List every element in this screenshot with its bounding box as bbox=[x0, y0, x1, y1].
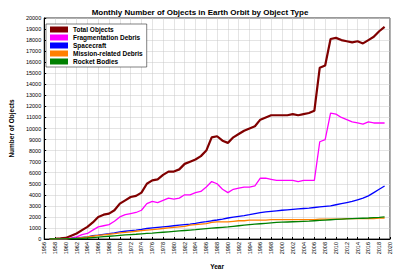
svg-text:1994: 1994 bbox=[247, 242, 253, 254]
svg-text:Mission-related Debris: Mission-related Debris bbox=[73, 50, 143, 57]
svg-text:2008: 2008 bbox=[322, 242, 328, 254]
svg-text:14000: 14000 bbox=[26, 81, 41, 87]
svg-text:1958: 1958 bbox=[52, 242, 58, 254]
svg-text:Rocket Bodies: Rocket Bodies bbox=[73, 58, 119, 65]
svg-text:1970: 1970 bbox=[117, 242, 123, 254]
svg-text:1978: 1978 bbox=[160, 242, 166, 254]
svg-text:2006: 2006 bbox=[311, 242, 317, 254]
svg-text:5000: 5000 bbox=[29, 181, 41, 187]
svg-text:1974: 1974 bbox=[138, 242, 144, 254]
svg-text:18000: 18000 bbox=[26, 37, 41, 43]
svg-text:1990: 1990 bbox=[225, 242, 231, 254]
svg-text:2004: 2004 bbox=[301, 242, 307, 254]
svg-text:2012: 2012 bbox=[344, 242, 350, 254]
svg-text:Total Objects: Total Objects bbox=[73, 26, 114, 34]
svg-text:2000: 2000 bbox=[29, 214, 41, 220]
svg-text:12000: 12000 bbox=[26, 103, 41, 109]
svg-text:20000: 20000 bbox=[26, 15, 41, 21]
svg-text:1966: 1966 bbox=[95, 242, 101, 254]
svg-text:1964: 1964 bbox=[84, 242, 90, 254]
svg-text:1982: 1982 bbox=[182, 242, 188, 254]
svg-text:1988: 1988 bbox=[214, 242, 220, 254]
svg-text:15000: 15000 bbox=[26, 70, 41, 76]
svg-text:1996: 1996 bbox=[257, 242, 263, 254]
svg-text:1984: 1984 bbox=[192, 242, 198, 254]
svg-text:1968: 1968 bbox=[106, 242, 112, 254]
svg-text:11000: 11000 bbox=[26, 114, 41, 120]
svg-text:17000: 17000 bbox=[26, 48, 41, 54]
svg-text:1976: 1976 bbox=[149, 242, 155, 254]
svg-text:19000: 19000 bbox=[26, 26, 41, 32]
svg-text:1986: 1986 bbox=[203, 242, 209, 254]
svg-text:1956: 1956 bbox=[41, 242, 47, 254]
svg-text:Year: Year bbox=[210, 263, 224, 270]
svg-text:4000: 4000 bbox=[29, 192, 41, 198]
svg-text:7000: 7000 bbox=[29, 159, 41, 165]
svg-text:Monthly Number of Objects in E: Monthly Number of Objects in Earth Orbit… bbox=[92, 8, 309, 17]
svg-text:2010: 2010 bbox=[333, 242, 339, 254]
svg-text:1998: 1998 bbox=[268, 242, 274, 254]
svg-text:2016: 2016 bbox=[365, 242, 371, 254]
svg-text:Spacecraft: Spacecraft bbox=[73, 42, 107, 50]
svg-text:1972: 1972 bbox=[128, 242, 134, 254]
svg-text:16000: 16000 bbox=[26, 59, 41, 65]
svg-text:2014: 2014 bbox=[355, 242, 361, 254]
svg-text:6000: 6000 bbox=[29, 170, 41, 176]
svg-text:1000: 1000 bbox=[29, 225, 41, 231]
svg-text:3000: 3000 bbox=[29, 203, 41, 209]
svg-text:9000: 9000 bbox=[29, 137, 41, 143]
svg-text:1992: 1992 bbox=[236, 242, 242, 254]
svg-text:1960: 1960 bbox=[63, 242, 69, 254]
svg-text:0: 0 bbox=[38, 236, 41, 242]
svg-text:2002: 2002 bbox=[290, 242, 296, 254]
svg-text:1962: 1962 bbox=[74, 242, 80, 254]
svg-text:2020: 2020 bbox=[387, 242, 393, 254]
svg-text:13000: 13000 bbox=[26, 92, 41, 98]
svg-text:2000: 2000 bbox=[279, 242, 285, 254]
svg-text:10000: 10000 bbox=[26, 126, 41, 132]
svg-text:1980: 1980 bbox=[171, 242, 177, 254]
svg-text:Fragmentation Debris: Fragmentation Debris bbox=[73, 34, 141, 42]
svg-text:Number of Objects: Number of Objects bbox=[8, 99, 16, 158]
svg-text:8000: 8000 bbox=[29, 148, 41, 154]
svg-text:2018: 2018 bbox=[376, 242, 382, 254]
